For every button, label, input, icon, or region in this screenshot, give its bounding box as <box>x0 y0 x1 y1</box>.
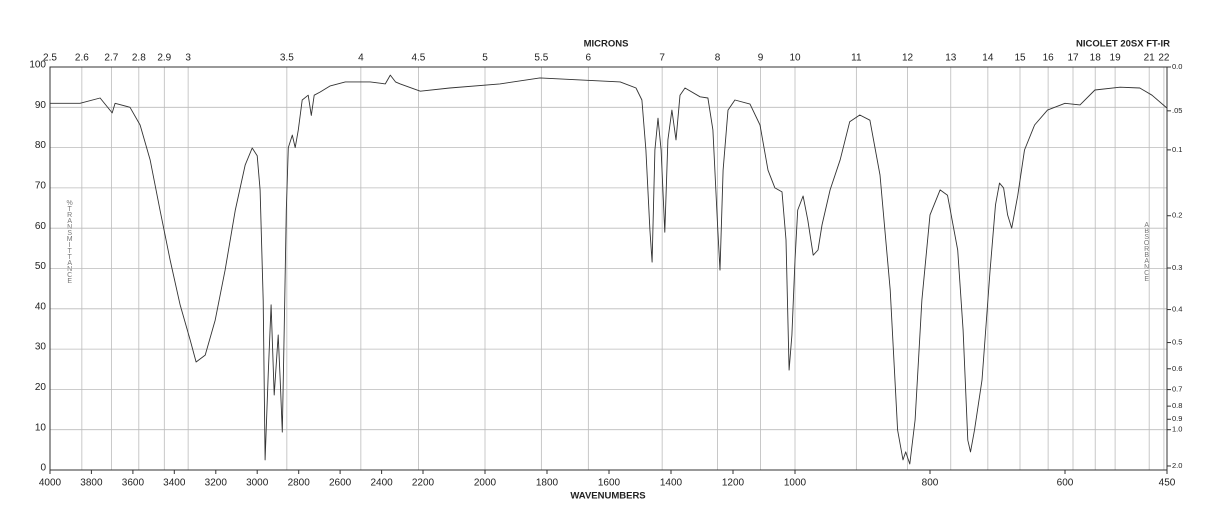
y2-tick-label: 0.6 <box>1172 364 1182 373</box>
x2-tick-label: 3 <box>185 53 191 64</box>
x2-tick-label: 4 <box>358 53 364 64</box>
x-tick-label: 2600 <box>329 478 352 489</box>
x2-tick-label: 6 <box>586 53 592 64</box>
x2-tick-label: 2.6 <box>75 53 89 64</box>
x2-tick-label: 8 <box>715 53 721 64</box>
y-tick-label: 80 <box>35 140 47 151</box>
y2-tick-label: 0.1 <box>1172 145 1182 154</box>
x-tick-label: 1800 <box>536 478 559 489</box>
x2-tick-label: 12 <box>902 53 914 64</box>
y2-tick-label: .05 <box>1172 106 1182 115</box>
x-tick-label: 1000 <box>784 478 807 489</box>
x2-tick-label: 2.7 <box>104 53 118 64</box>
y2-axis-label: ABSORBANCE <box>1143 222 1150 282</box>
x2-tick-label: 2.9 <box>157 53 171 64</box>
y2-tick-label: 0.7 <box>1172 385 1182 394</box>
x2-tick-label: 22 <box>1158 53 1170 64</box>
x-tick-label: 2800 <box>288 478 311 489</box>
y-tick-label: 70 <box>35 181 47 192</box>
y2-tick-label: 0.9 <box>1172 414 1182 423</box>
x-tick-label: 2400 <box>370 478 393 489</box>
x2-tick-label: 17 <box>1067 53 1079 64</box>
x-tick-label: 800 <box>922 478 939 489</box>
x2-tick-label: 13 <box>945 53 957 64</box>
x2-tick-label: 16 <box>1043 53 1055 64</box>
x-tick-label: 2000 <box>474 478 497 489</box>
x-axis-label: WAVENUMBERS <box>570 491 645 502</box>
x2-tick-label: 3.5 <box>280 53 294 64</box>
y-tick-label: 50 <box>35 261 47 272</box>
y-tick-label: 0 <box>40 463 46 474</box>
y2-tick-label: 0.0 <box>1172 62 1182 71</box>
y-tick-label: 10 <box>35 422 47 433</box>
instrument-label: NICOLET 20SX FT-IR <box>1076 39 1170 50</box>
x2-tick-label: 10 <box>789 53 801 64</box>
plot-frame <box>49 66 1168 471</box>
x-tick-label: 1600 <box>598 478 621 489</box>
x2-tick-label: 7 <box>659 53 665 64</box>
x-tick-label: 3200 <box>205 478 228 489</box>
x2-axis-label: MICRONS <box>584 39 629 50</box>
x2-tick-label: 5.5 <box>534 53 548 64</box>
x2-tick-label: 5 <box>482 53 488 64</box>
y2-tick-label: 0.8 <box>1172 401 1182 410</box>
y-axis-label: %TRANSMITTANCE <box>66 200 73 284</box>
y2-tick-label: 0.3 <box>1172 263 1182 272</box>
y2-tick-label: 0.2 <box>1172 211 1182 220</box>
x2-tick-label: 18 <box>1090 53 1102 64</box>
y-tick-label: 100 <box>29 60 46 71</box>
x2-tick-label: 19 <box>1110 53 1122 64</box>
y-tick-label: 90 <box>35 100 47 111</box>
x2-tick-label: 21 <box>1144 53 1156 64</box>
y-tick-label: 60 <box>35 221 47 232</box>
x-tick-label: 3400 <box>163 478 186 489</box>
y2-tick-label: 0.5 <box>1172 338 1182 347</box>
x2-tick-label: 2.8 <box>132 53 146 64</box>
x-tick-label: 3000 <box>246 478 269 489</box>
x-tick-label: 450 <box>1159 478 1176 489</box>
x2-tick-label: 11 <box>851 53 862 64</box>
y2-tick-label: 0.4 <box>1172 305 1182 314</box>
y-tick-label: 40 <box>35 301 47 312</box>
x-tick-label: 2200 <box>412 478 435 489</box>
x-tick-label: 4000 <box>39 478 62 489</box>
y2-tick-label: 2.0 <box>1172 461 1182 470</box>
x-tick-label: 1400 <box>660 478 683 489</box>
x-tick-label: 3800 <box>80 478 103 489</box>
x-tick-label: 3600 <box>122 478 145 489</box>
x2-tick-label: 14 <box>982 53 994 64</box>
y-tick-label: 20 <box>35 382 47 393</box>
y-tick-label: 30 <box>35 342 47 353</box>
x2-tick-label: 4.5 <box>411 53 425 64</box>
y2-tick-label: 1.0 <box>1172 425 1182 434</box>
x2-tick-label: 9 <box>758 53 764 64</box>
spectrum-line <box>50 74 1168 465</box>
x-tick-label: 600 <box>1057 478 1074 489</box>
x2-tick-label: 15 <box>1014 53 1026 64</box>
x-tick-label: 1200 <box>722 478 745 489</box>
x2-tick-label: 2.5 <box>43 53 57 64</box>
